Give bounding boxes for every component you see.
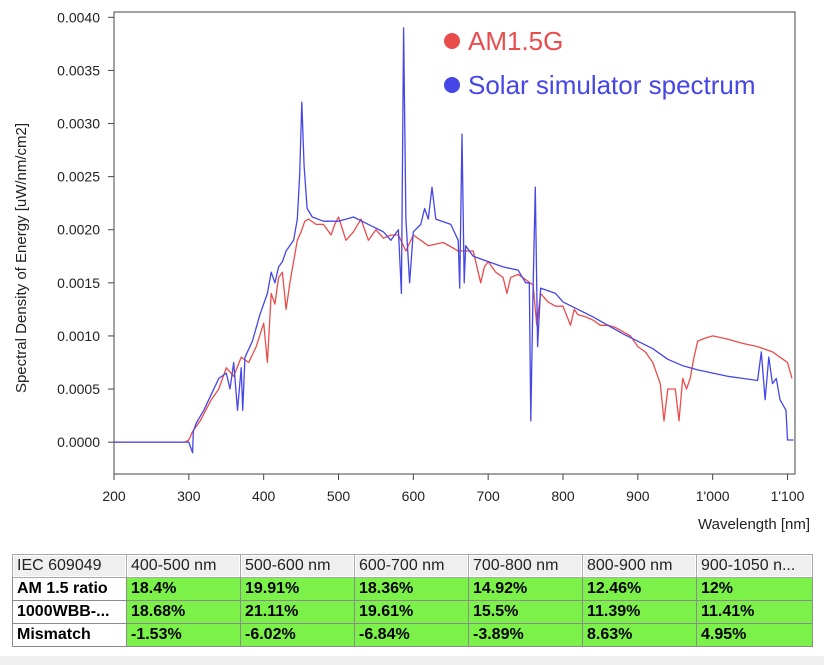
y-axis-label: Spectral Density of Energy [uW/nm/cm2]	[13, 123, 30, 393]
table-cell: -6.84%	[354, 623, 469, 647]
table-header-row: IEC 609049 400-500 nm 500-600 nm 600-700…	[12, 554, 813, 578]
y-axis: 0.0000 0.0005 0.0010 0.0015 0.0020 0.0025 0.00…	[57, 9, 114, 450]
x-tick-label: 300	[177, 488, 201, 504]
table-cell: -3.89%	[468, 623, 583, 647]
x-tick-label: 1'000	[696, 488, 730, 504]
x-axis: 200 300 400 500 600 700 800 900 1'000 1'100	[102, 474, 805, 504]
y-tick-label: 0.0005	[57, 381, 100, 397]
y-tick-label: 0.0025	[57, 169, 100, 185]
series-line-0	[114, 216, 793, 443]
header-cell-400-500[interactable]: 400-500 nm	[126, 554, 241, 578]
table-row: Mismatch -1.53% -6.02% -6.84% -3.89% 8.6…	[12, 623, 813, 647]
series-layer	[114, 27, 794, 454]
x-tick-label: 400	[252, 488, 276, 504]
y-tick-label: 0.0035	[57, 62, 100, 78]
x-tick-label: 1'100	[771, 488, 805, 504]
table-cell: -6.02%	[240, 623, 355, 647]
table-cell: 11.39%	[582, 600, 697, 624]
header-cell-700-800[interactable]: 700-800 nm	[468, 554, 583, 578]
x-tick-label: 900	[626, 488, 650, 504]
table-cell: 18.68%	[126, 600, 241, 624]
table-cell: 18.4%	[126, 577, 241, 601]
row-label-am15-ratio: AM 1.5 ratio	[12, 577, 127, 601]
header-cell-standard[interactable]: IEC 609049	[12, 554, 127, 578]
header-cell-500-600[interactable]: 500-600 nm	[240, 554, 355, 578]
table-cell: 15.5%	[468, 600, 583, 624]
table-cell: -1.53%	[126, 623, 241, 647]
table-cell: 18.36%	[354, 577, 469, 601]
legend-label: AM1.5G	[468, 26, 563, 56]
x-tick-label: 600	[402, 488, 426, 504]
table-cell: 11.41%	[696, 600, 813, 624]
header-cell-800-900[interactable]: 800-900 nm	[582, 554, 697, 578]
x-tick-label: 500	[327, 488, 351, 504]
legend: AM1.5G Solar simulator spectrum	[444, 26, 756, 100]
table-cell: 12%	[696, 577, 813, 601]
row-label-simulator: 1000WBB-...	[12, 600, 127, 624]
table-cell: 21.11%	[240, 600, 355, 624]
y-tick-label: 0.0000	[57, 434, 100, 450]
header-cell-900-1050[interactable]: 900-1050 n...	[696, 554, 813, 578]
x-tick-label: 800	[551, 488, 575, 504]
y-tick-label: 0.0020	[57, 222, 100, 238]
legend-label: Solar simulator spectrum	[468, 70, 756, 100]
row-label-mismatch: Mismatch	[12, 623, 127, 647]
y-tick-label: 0.0030	[57, 116, 100, 132]
x-axis-label: Wavelength [nm]	[698, 516, 810, 533]
table-cell: 14.92%	[468, 577, 583, 601]
y-tick-label: 0.0015	[57, 275, 100, 291]
header-cell-600-700[interactable]: 600-700 nm	[354, 554, 469, 578]
y-tick-label: 0.0010	[57, 328, 100, 344]
table-cell: 19.61%	[354, 600, 469, 624]
table-cell: 19.91%	[240, 577, 355, 601]
x-tick-label: 700	[476, 488, 500, 504]
mismatch-table: IEC 609049 400-500 nm 500-600 nm 600-700…	[12, 554, 813, 647]
legend-marker	[444, 33, 460, 49]
table-cell: 4.95%	[696, 623, 813, 647]
table-row: 1000WBB-... 18.68% 21.11% 19.61% 15.5% 1…	[12, 600, 813, 624]
footer-strip	[0, 656, 824, 665]
spectrum-chart: 200 300 400 500 600 700 800 900 1'000 1'100 0.000…	[13, 9, 810, 533]
series-line-1	[114, 27, 794, 454]
legend-marker	[444, 77, 460, 93]
y-tick-label: 0.0040	[57, 9, 100, 25]
x-tick-label: 200	[102, 488, 126, 504]
table-row: AM 1.5 ratio 18.4% 19.91% 18.36% 14.92% …	[12, 577, 813, 601]
table-cell: 12.46%	[582, 577, 697, 601]
table-cell: 8.63%	[582, 623, 697, 647]
